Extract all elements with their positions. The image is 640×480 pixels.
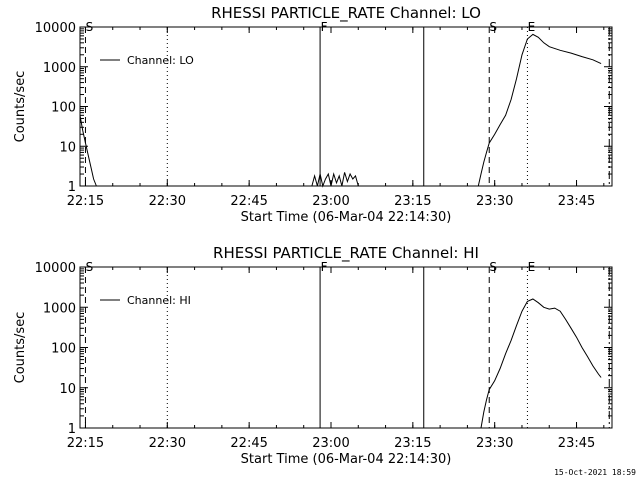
- panel-1-x-tick-label: 22:15: [67, 194, 104, 209]
- panel-2-series-line: [480, 298, 602, 429]
- panel-1-y-tick-label: 10: [59, 140, 76, 155]
- panel-2-event-label: S: [489, 260, 497, 274]
- panel-2-legend-entry: Channel: HI: [127, 294, 191, 307]
- panel-2-event-label: E: [528, 260, 536, 274]
- panel-2-x-tick-label: 22:15: [67, 436, 104, 451]
- panel-2-y-tick-label: 1: [68, 422, 76, 437]
- panel-1-x-tick-label: 23:30: [476, 194, 513, 209]
- panel-2-x-tick-label: 22:45: [230, 436, 267, 451]
- panel-1-y-tick-label: 100: [51, 101, 76, 116]
- panel-1-event-label: S: [86, 20, 94, 34]
- panel-2-x-axis-label: Start Time (06-Mar-04 22:14:30): [241, 452, 452, 467]
- panel-2-plot-frame: [79, 266, 613, 429]
- panel-1-y-tick-label: 10000: [35, 21, 76, 36]
- panel-2-x-tick-label: 23:00: [312, 436, 349, 451]
- panel-1-event-label: F: [321, 20, 328, 34]
- panel-1-title: RHESSI PARTICLE_RATE Channel: LO: [211, 4, 481, 23]
- footer-timestamp: 15-Oct-2021 18:59: [554, 468, 636, 477]
- panel-2-y-tick-label: 1000: [43, 301, 76, 316]
- panel-2-x-tick-label: 23:15: [394, 436, 431, 451]
- panel-1-x-tick-label: 22:30: [149, 194, 186, 209]
- panel-1-legend-entry: Channel: LO: [127, 54, 194, 67]
- panel-2-title: RHESSI PARTICLE_RATE Channel: HI: [213, 244, 479, 263]
- panel-1-event-label: S: [489, 20, 497, 34]
- panel-2-y-tick-label: 10000: [35, 261, 76, 276]
- panel-1-y-tick-label: 1000: [43, 61, 76, 76]
- panel-1-x-axis-label: Start Time (06-Mar-04 22:14:30): [241, 210, 452, 225]
- panel-2-event-label: S: [86, 260, 94, 274]
- panel-1-x-tick-label: 22:45: [230, 194, 267, 209]
- panel-1-event-label: E: [528, 20, 536, 34]
- panel-2-x-tick-label: 22:30: [149, 436, 186, 451]
- panel-2-y-axis-label: Counts/sec: [13, 312, 28, 384]
- panel-1-x-tick-label: 23:00: [312, 194, 349, 209]
- panel-2-y-tick-label: 10: [59, 382, 76, 397]
- panel-1-x-tick-label: 23:45: [558, 194, 595, 209]
- panel-2-event-label: F: [321, 260, 328, 274]
- panel-2-x-tick-label: 23:30: [476, 436, 513, 451]
- panel-1-plot-frame: [79, 26, 613, 187]
- panel-1-series-line: [79, 33, 602, 188]
- panel-1-x-tick-label: 23:15: [394, 194, 431, 209]
- panel-2-y-tick-label: 100: [51, 342, 76, 357]
- panel-1-y-tick-label: 1: [68, 180, 76, 195]
- panel-1-y-axis-label: Counts/sec: [13, 71, 28, 143]
- panel-2-x-tick-label: 23:45: [558, 436, 595, 451]
